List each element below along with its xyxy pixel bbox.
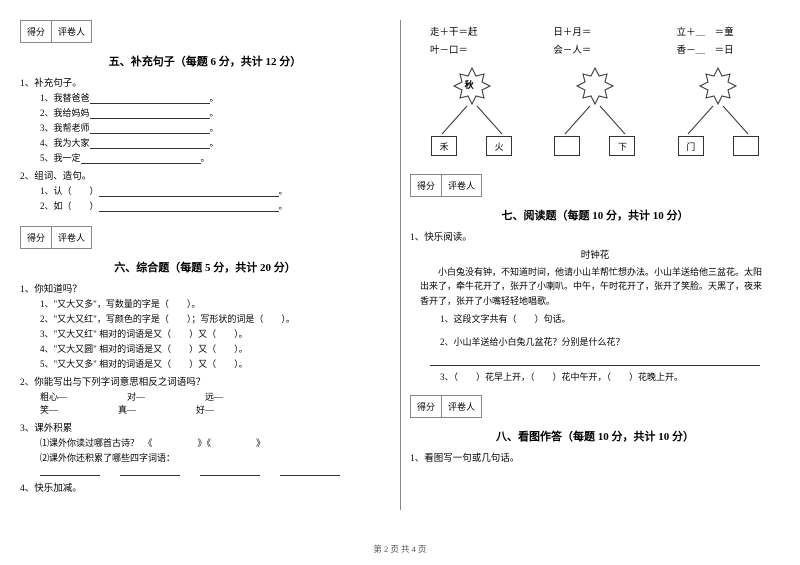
q5-2-1: 1、认（ ）。 [40, 184, 390, 197]
diagram-1: 秋 禾 火 [417, 66, 527, 156]
star-shape-2 [575, 66, 615, 106]
section-7-title: 七、阅读题（每题 10 分，共计 10 分） [410, 207, 780, 223]
diagram-row: 秋 禾 火 下 [410, 66, 780, 156]
score-box-7: 得分 评卷人 [410, 174, 482, 197]
box-2a [554, 136, 580, 156]
q6-1-2: 2、"又大又红"，写颜色的字是（ ）；写形状的词是（ ）。 [40, 312, 390, 325]
q5-2: 2、组词、造句。 [20, 168, 390, 182]
column-divider [400, 20, 401, 510]
q6-1-4: 4、"又大又圆" 相对的词语是又（ ）又（ ）。 [40, 342, 390, 355]
answer-line-7-2 [430, 352, 760, 366]
q6-1-3: 3、"又大又红" 相对的词语是又（ ）又（ ）。 [40, 327, 390, 340]
score-box-5: 得分 评卷人 [20, 20, 92, 43]
q7-1: 1、快乐阅读。 [410, 229, 780, 243]
q5-1: 1、补充句子。 [20, 75, 390, 89]
diagram-3: 门 [663, 66, 773, 156]
box-3a: 门 [678, 136, 704, 156]
q5-1-4: 4、我为大家。 [40, 136, 390, 149]
score-label: 得分 [21, 21, 52, 42]
q6-1: 1、你知道吗？ [20, 281, 390, 295]
q5-1-2: 2、我给妈妈。 [40, 106, 390, 119]
q5-1-3: 3、我帮老师。 [40, 121, 390, 134]
section-5-title: 五、补充句子（每题 6 分，共计 12 分） [20, 53, 390, 69]
connector-lines-2 [540, 104, 650, 136]
equation-row-2: 叶－口＝ 会－人＝ 香－＿ ＝日 [410, 42, 780, 56]
score-box-8: 得分 评卷人 [410, 395, 482, 418]
grader-label: 评卷人 [52, 21, 91, 42]
q5-1-1: 1、我替爸爸。 [40, 91, 390, 104]
q7-1-2: 2、小山羊送给小白兔几盆花？分别是什么花？ [440, 335, 780, 348]
q7-1-1: 1、这段文字共有（ ）句话。 [440, 312, 780, 325]
antonym-row-1: 粗心— 对— 远— [40, 390, 390, 403]
q8-1: 1、看图写一句或几句话。 [410, 450, 780, 464]
q6-3-1: ⑴课外你读过哪首古诗？ 《 》《 》 [40, 436, 390, 449]
q6-3-2: ⑵课外你还积累了哪些四字词语： [40, 451, 390, 464]
page-number: 第 2 页 共 4 页 [0, 543, 800, 555]
box-1b: 火 [486, 136, 512, 156]
section-6-title: 六、综合题（每题 5 分，共计 20 分） [20, 259, 390, 275]
q6-1-1: 1、"又大又多"，写数量的字是（ ）。 [40, 297, 390, 310]
q5-2-2: 2、如（ ）。 [40, 199, 390, 212]
right-column: 走＋干＝赶 日＋月＝ 立＋＿ ＝童 叶－口＝ 会－人＝ 香－＿ ＝日 秋 禾 火 [400, 20, 790, 525]
antonym-row-2: 笑— 真— 好— [40, 403, 390, 416]
star-shape-3 [698, 66, 738, 106]
diagram-2: 下 [540, 66, 650, 156]
q6-4: 4、快乐加减。 [20, 480, 390, 494]
box-row-2: 下 [540, 136, 650, 156]
q6-3: 3、课外积累 [20, 420, 390, 434]
connector-lines-3 [663, 104, 773, 136]
story-title: 时钟花 [410, 247, 780, 261]
q6-2: 2、你能写出与下列字词意思相反之词语吗？ [20, 374, 390, 388]
box-2b: 下 [609, 136, 635, 156]
connector-lines-1 [417, 104, 527, 136]
idiom-blanks [40, 466, 390, 476]
q6-1-5: 5、"又大又多" 相对的词语是又（ ）又（ ）。 [40, 357, 390, 370]
q7-1-3: 3、（ ）花早上开，（ ）花中午开，（ ）花晚上开。 [440, 370, 780, 383]
box-1a: 禾 [431, 136, 457, 156]
star-text-1: 秋 [465, 78, 474, 91]
equation-row-1: 走＋干＝赶 日＋月＝ 立＋＿ ＝童 [410, 24, 780, 38]
left-column: 得分 评卷人 五、补充句子（每题 6 分，共计 12 分） 1、补充句子。 1、… [10, 20, 400, 525]
score-box-6: 得分 评卷人 [20, 226, 92, 249]
story-text: 小白兔没有钟，不知道时间，他请小山羊帮忙想办法。小山羊送给他三盆花。太阳出来了，… [420, 265, 770, 308]
box-row-1: 禾 火 [417, 136, 527, 156]
section-8-title: 八、看图作答（每题 10 分，共计 10 分） [410, 428, 780, 444]
q5-1-5: 5、我一定。 [40, 151, 390, 164]
box-3b [733, 136, 759, 156]
box-row-3: 门 [663, 136, 773, 156]
